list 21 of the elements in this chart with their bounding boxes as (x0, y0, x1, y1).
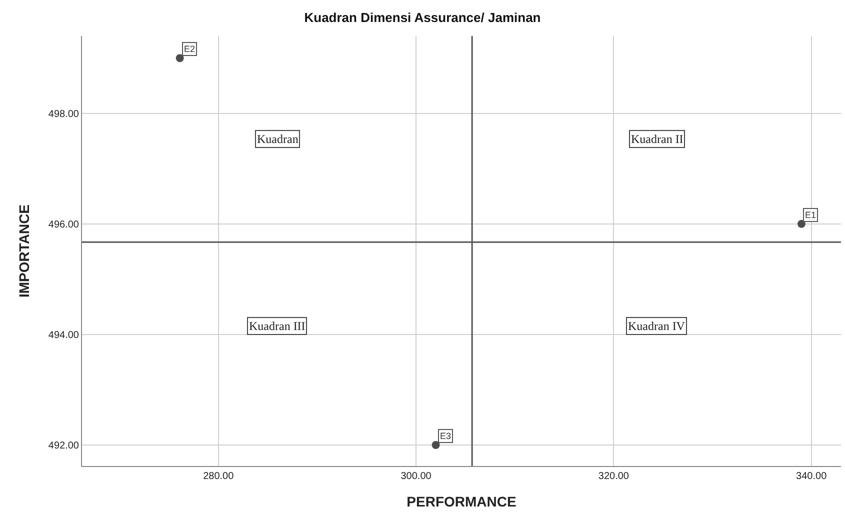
annotation: E3 (440, 431, 452, 441)
annotation: E2 (184, 44, 196, 54)
x-tick-label: 340.00 (796, 471, 828, 482)
annotation: E1 (805, 210, 816, 220)
annotation: Kuadran (257, 132, 298, 146)
y-tick-label: 494.00 (48, 330, 80, 341)
point (176, 54, 184, 62)
annotation: Kuadran II (631, 132, 684, 146)
annotation: Kuadran IV (628, 319, 686, 333)
y-tick-label: 492.00 (48, 440, 80, 452)
chart-title: Kuadran Dimensi Assurance/ Jaminan (304, 10, 541, 25)
x-tick-label: 280.00 (203, 471, 234, 482)
x-axis-title: PERFORMANCE (406, 493, 516, 510)
y-tick-label: 498.00 (48, 108, 80, 120)
annotation: Kuadran III (249, 319, 306, 333)
x-tick-label: 320.00 (598, 471, 630, 482)
x-tick-label: 300.00 (400, 471, 432, 482)
point (432, 441, 440, 449)
y-axis-title: IMPORTANCE (16, 204, 32, 298)
point (797, 220, 806, 228)
y-tick-label: 496.00 (48, 219, 80, 230)
